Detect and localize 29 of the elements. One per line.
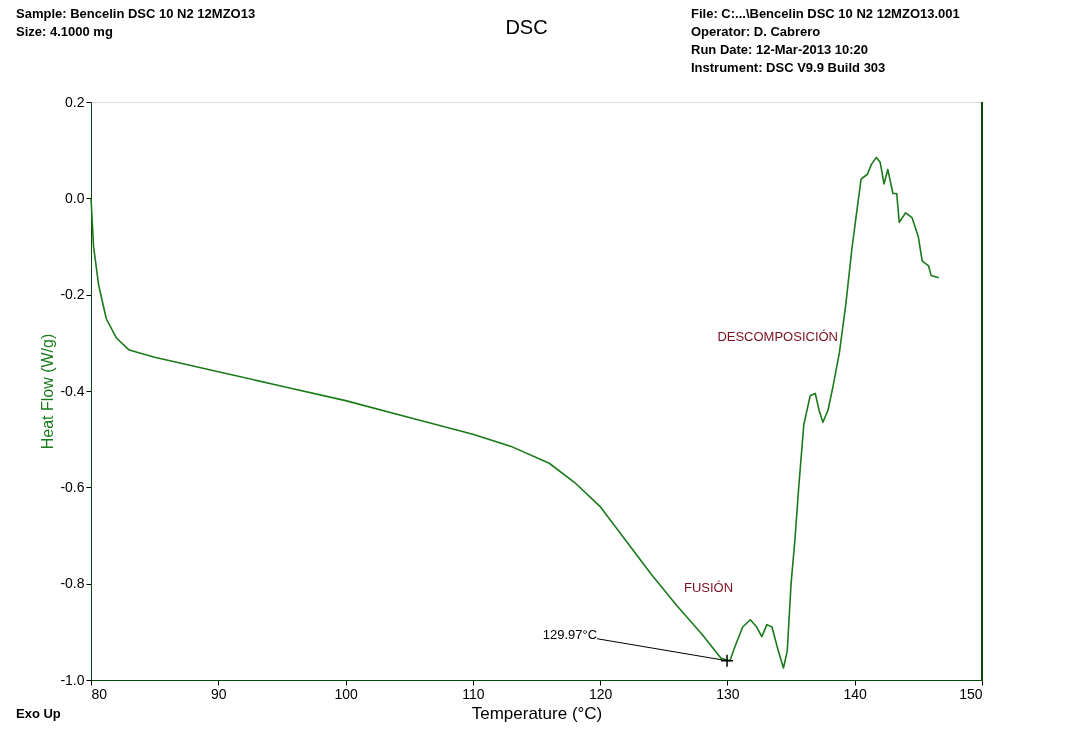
- text: Size: 4.1000 mg: [16, 24, 113, 39]
- y-tick-label: 0.2: [65, 93, 85, 110]
- x-tick-label: 100: [334, 685, 358, 702]
- x-tick-label: 110: [462, 685, 485, 702]
- text: Run Date: 12-Mar-2013 10:20: [691, 42, 869, 57]
- text: Operator: D. Cabrero: [691, 24, 821, 39]
- x-tick-label: 140: [843, 685, 868, 702]
- text: Sample: Bencelin DSC 10 N2 12MZO13: [16, 6, 256, 21]
- y-tick-label: 0.0: [65, 189, 85, 206]
- y-tick-label: -0.8: [60, 575, 85, 592]
- line-series: [90, 156, 940, 669]
- x-axis-title: Temperature (°C): [471, 703, 603, 723]
- text: Instrument: DSC V9.9 Build 303: [691, 60, 886, 75]
- y-tick-label: -1.0: [60, 671, 85, 688]
- y-tick-label: -0.4: [60, 382, 85, 399]
- chart-title: DSC: [505, 16, 548, 38]
- x-tick-label: 130: [716, 685, 740, 702]
- annotation: FUSIÓN: [684, 580, 734, 595]
- text: File: C:...\Bencelin DSC 10 N2 12MZO13.001: [691, 6, 960, 21]
- annotation: 129.97°C: [542, 626, 598, 642]
- y-axis-title: Heat Flow (W/g): [39, 333, 57, 450]
- x-tick-label: 80: [91, 685, 108, 702]
- x-tick-label: 150: [959, 685, 983, 702]
- text: Exo Up: [16, 706, 61, 721]
- x-tick-label: 90: [211, 685, 227, 702]
- y-tick-label: -0.6: [60, 478, 85, 495]
- annotation: DESCOMPOSICIÓN: [717, 329, 838, 344]
- x-tick-label: 120: [588, 685, 613, 702]
- y-tick-label: -0.2: [60, 286, 85, 303]
